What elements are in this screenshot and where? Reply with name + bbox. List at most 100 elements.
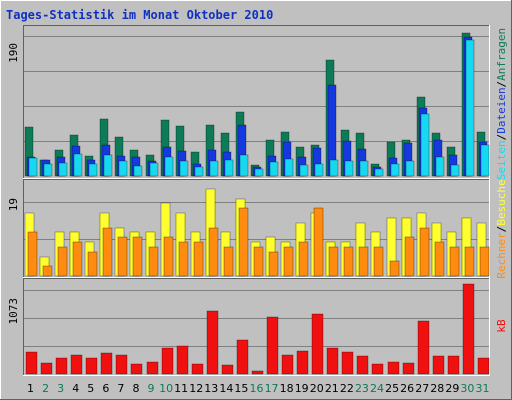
legend-item: / — [495, 134, 508, 141]
bar-rechner-day-8 — [132, 236, 143, 277]
bar-rechner-day-13 — [208, 227, 219, 277]
panel-middle: 19 Rechner/Besuche — [7, 179, 508, 279]
bar-rechner-day-18 — [283, 246, 294, 277]
day-label-13: 13 — [204, 382, 218, 395]
day-label-4: 4 — [72, 382, 79, 395]
bar-seiten-day-26 — [405, 160, 415, 177]
bar-kb-day-3 — [55, 357, 68, 375]
series-kb — [25, 283, 490, 375]
bar-rechner-day-14 — [223, 246, 234, 277]
bar-kb-day-19 — [296, 350, 309, 375]
bar-rechner-day-12 — [193, 241, 204, 277]
bar-rechner-day-2 — [42, 265, 53, 277]
bar-kb-day-21 — [326, 347, 339, 375]
bar-rechner-day-26 — [404, 236, 415, 277]
bar-rechner-day-11 — [178, 241, 189, 277]
legend-item: Anfragen — [495, 28, 508, 81]
legend-item: / — [495, 226, 508, 233]
bar-kb-day-10 — [161, 347, 174, 375]
bar-kb-day-18 — [281, 354, 294, 375]
day-label-27: 27 — [415, 382, 429, 395]
bar-kb-day-27 — [417, 320, 430, 375]
bar-kb-day-24 — [371, 363, 384, 375]
bar-seiten-day-1 — [28, 157, 38, 177]
panel-bottom: 1073 kB — [7, 278, 508, 376]
day-label-10: 10 — [159, 382, 173, 395]
day-label-16: 16 — [250, 382, 264, 395]
bar-kb-day-15 — [236, 339, 249, 375]
day-label-15: 15 — [234, 382, 248, 395]
legend-item: Dateien — [495, 87, 508, 133]
legend: kB — [495, 319, 508, 333]
day-label-22: 22 — [340, 382, 354, 395]
bar-rechner-day-1 — [27, 231, 38, 277]
bar-seiten-day-14 — [224, 159, 234, 177]
day-label-14: 14 — [219, 382, 233, 395]
day-label-26: 26 — [400, 382, 414, 395]
bar-kb-day-23 — [356, 355, 369, 375]
bar-seiten-day-16 — [254, 168, 264, 177]
bar-seiten-day-29 — [450, 164, 460, 177]
scale-label: 190 — [7, 43, 20, 63]
bar-kb-day-2 — [40, 362, 53, 375]
bar-kb-day-25 — [387, 361, 400, 375]
bar-rechner-day-22 — [343, 246, 354, 277]
day-label-12: 12 — [189, 382, 203, 395]
series-rechner — [27, 207, 490, 277]
bar-rechner-day-21 — [328, 246, 339, 277]
legend: Seiten/Dateien/Anfragen — [495, 28, 508, 180]
bar-seiten-day-4 — [73, 153, 83, 177]
day-label-9: 9 — [148, 382, 155, 395]
bar-rechner-day-23 — [358, 246, 369, 277]
bar-kb-day-9 — [146, 361, 159, 375]
bar-rechner-day-9 — [148, 246, 159, 277]
bar-kb-day-11 — [176, 345, 189, 375]
bar-seiten-day-15 — [239, 154, 249, 177]
bar-seiten-day-5 — [88, 163, 98, 177]
bar-rechner-day-17 — [268, 251, 279, 277]
bar-kb-day-17 — [266, 316, 279, 375]
bar-rechner-day-15 — [238, 207, 249, 277]
bar-rechner-day-3 — [57, 246, 68, 277]
bar-rechner-day-7 — [117, 236, 128, 277]
bar-seiten-day-11 — [179, 160, 189, 177]
day-label-20: 20 — [310, 382, 324, 395]
bar-seiten-day-3 — [58, 162, 68, 177]
scale-label: 1073 — [7, 298, 20, 325]
day-label-1: 1 — [27, 382, 34, 395]
bar-rechner-day-19 — [298, 241, 309, 277]
bar-kb-day-5 — [85, 357, 98, 375]
bar-seiten-day-27 — [420, 113, 430, 177]
legend-item: kB — [495, 319, 508, 333]
day-label-6: 6 — [102, 382, 109, 395]
bar-seiten-day-17 — [269, 161, 279, 177]
legend-item: Besuche — [495, 179, 508, 225]
bar-rechner-day-29 — [449, 246, 460, 277]
bar-rechner-day-27 — [419, 227, 430, 277]
bar-kb-day-13 — [206, 310, 219, 375]
bar-rechner-day-20 — [313, 207, 324, 277]
bar-kb-day-28 — [432, 355, 445, 375]
bar-seiten-day-30 — [465, 39, 475, 177]
chart-panels: 190Seiten/Dateien/Anfragen19Rechner/Besu… — [7, 25, 508, 376]
bar-kb-day-20 — [311, 313, 324, 375]
bar-seiten-day-18 — [284, 158, 294, 177]
day-label-19: 19 — [295, 382, 309, 395]
bar-rechner-day-31 — [479, 246, 490, 277]
series-seiten — [28, 39, 490, 177]
day-label-8: 8 — [132, 382, 139, 395]
day-label-3: 3 — [57, 382, 64, 395]
bar-seiten-day-20 — [314, 163, 324, 177]
bar-kb-day-22 — [341, 351, 354, 375]
day-label-28: 28 — [430, 382, 444, 395]
bar-rechner-day-16 — [253, 246, 264, 277]
bar-seiten-day-22 — [344, 160, 354, 177]
day-label-5: 5 — [87, 382, 94, 395]
day-label-17: 17 — [265, 382, 279, 395]
day-label-30: 30 — [460, 382, 474, 395]
day-label-2: 2 — [42, 382, 49, 395]
bar-seiten-day-13 — [209, 160, 219, 177]
day-label-25: 25 — [385, 382, 399, 395]
bar-kb-day-26 — [402, 362, 415, 375]
